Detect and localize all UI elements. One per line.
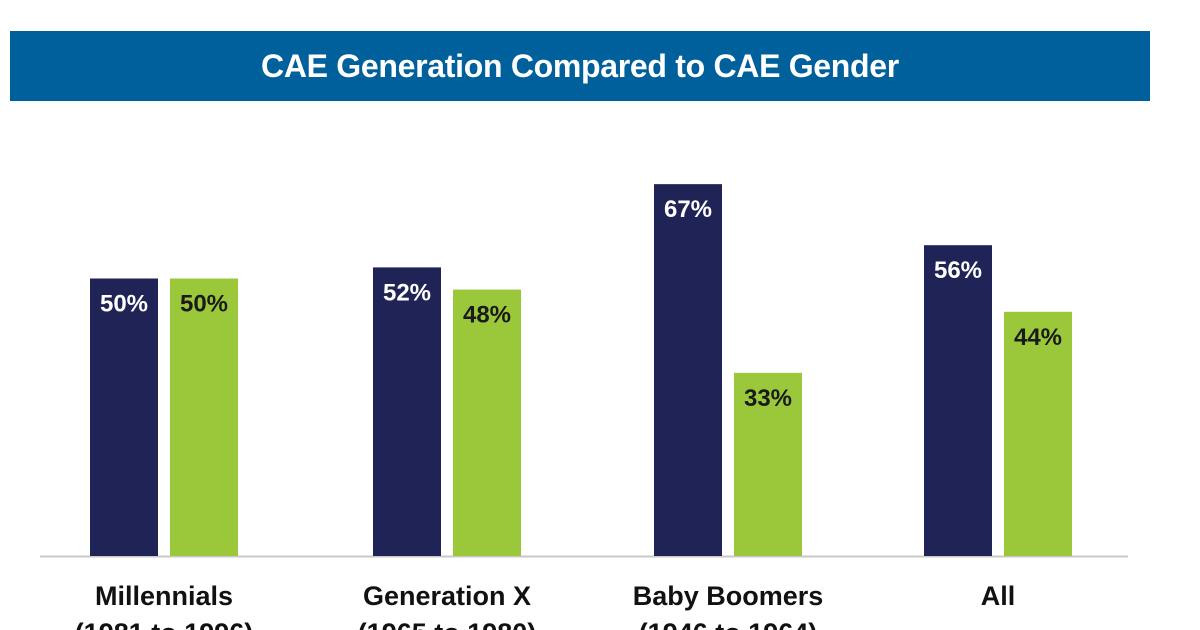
data-label: 48%: [463, 302, 511, 329]
data-label: 67%: [664, 196, 712, 223]
bar-dark-0: [90, 278, 158, 556]
bar-dark-3: [924, 245, 992, 556]
category-sublabel: (1981 to 1996): [75, 618, 254, 630]
category-label: All: [981, 581, 1016, 611]
chart-title: CAE Generation Compared to CAE Gender: [261, 47, 899, 84]
data-label: 33%: [744, 385, 792, 412]
category-sublabel: (1965 to 1980): [358, 618, 537, 630]
data-label: 50%: [100, 291, 148, 318]
data-label: 56%: [934, 257, 982, 284]
bar-green-1: [453, 289, 521, 556]
bar-green-0: [170, 278, 238, 556]
category-label: Millennials: [95, 581, 233, 611]
bar-dark-2: [654, 184, 722, 556]
bar-dark-1: [373, 267, 441, 556]
bar-green-3: [1004, 311, 1072, 556]
data-label: 50%: [180, 291, 228, 318]
data-label: 52%: [383, 279, 431, 306]
category-label: Baby Boomers: [633, 581, 824, 611]
bar-green-2: [734, 372, 802, 556]
category-sublabel: (1946 to 1964): [639, 618, 818, 630]
chart-title-bar: CAE Generation Compared to CAE Gender: [10, 31, 1150, 101]
category-label: Generation X: [363, 581, 531, 611]
data-label: 44%: [1014, 324, 1062, 351]
